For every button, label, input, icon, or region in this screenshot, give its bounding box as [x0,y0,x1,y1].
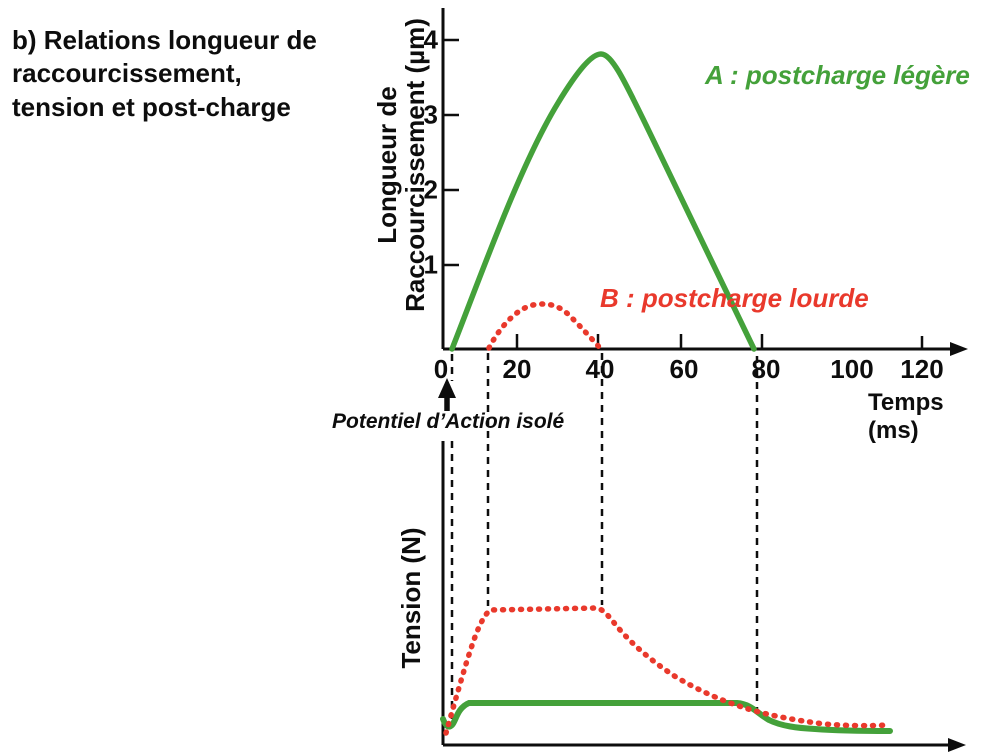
y-tick-label-1: 1 [423,249,438,280]
y-tick-label-4: 4 [423,24,438,55]
x-tick-label-20: 20 [502,354,532,384]
x-axis-label-temps: Temps (ms) [868,389,944,444]
bottom-y-axis-label: Tension (N) [395,527,426,669]
x-tick-label-120: 120 [900,354,944,384]
page-title: b) Relations longueur de raccourcissemen… [12,25,317,122]
top-y-tick-marks [443,38,459,267]
x-tick-label-100: 100 [830,354,874,384]
curve-a-shortening-green [449,51,757,352]
axes [441,8,954,747]
x-tick-label-0: 0 [433,354,449,384]
x-tick-label-40: 40 [585,354,615,384]
action-potential-arrow-icon [438,378,456,411]
bottom-x-axis-arrowhead [948,738,966,752]
top-x-tick-marks [515,334,924,348]
legend-a-postcharge-legere: A : postcharge légère [705,60,970,90]
x-tick-label-60: 60 [669,354,699,384]
top-x-axis-arrowhead [950,342,968,356]
curve-b-tension-red-dotted [443,605,891,736]
x-tick-label-80: 80 [751,354,781,384]
top-y-axis-label: Longueur de Raccourcissement (µm) [371,18,430,312]
y-tick-label-2: 2 [423,174,438,205]
curve-b-shortening-red-dotted [486,301,603,351]
legend-b-postcharge-lourde: B : postcharge lourde [600,283,869,313]
dashed-guide-lines [450,353,759,719]
y-tick-label-3: 3 [423,99,438,130]
annotation-potentiel-action: Potentiel d’Action isolé [332,410,565,433]
curve-a-tension-green [440,700,893,734]
